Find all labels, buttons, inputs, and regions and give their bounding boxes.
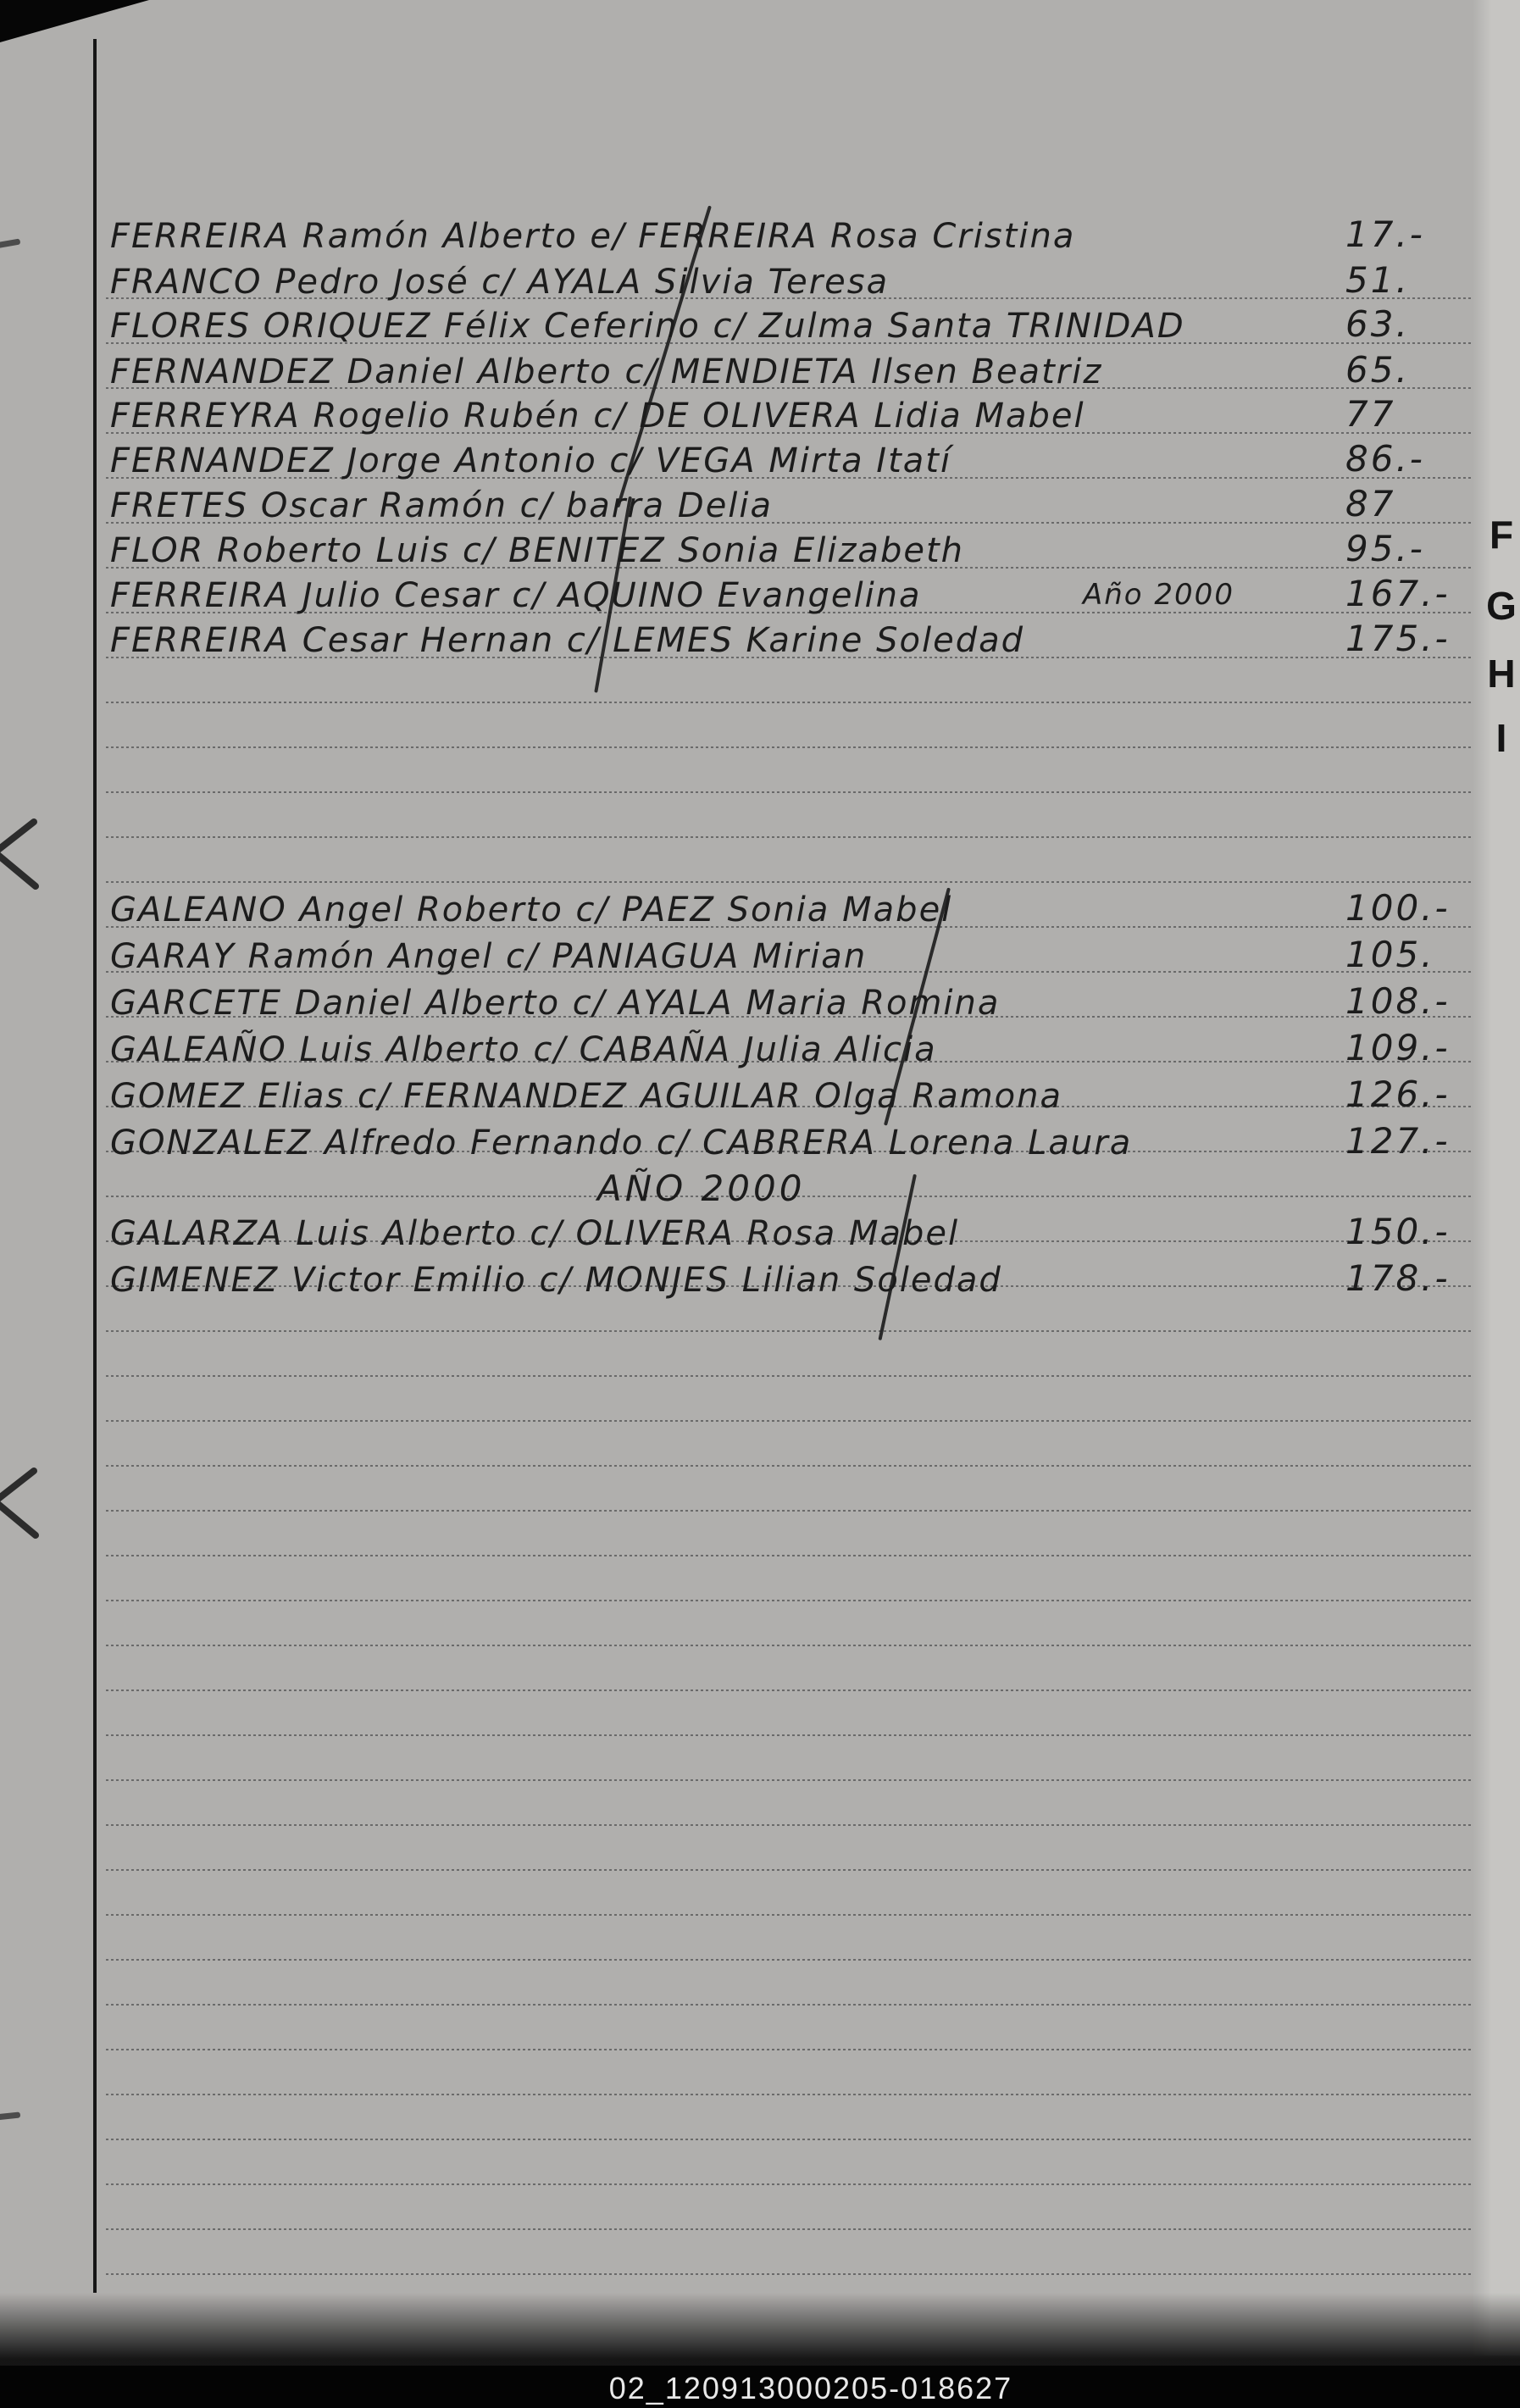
party-names: FERREYRA Rogelio Rubén c/ DE OLIVERA Lid… [110,397,1085,436]
year-heading: AÑO 2000 [597,1168,806,1209]
page-number: 109.- [1345,1027,1451,1068]
party-names: GALEAÑO Luis Alberto c/ CABAÑA Julia Ali… [110,1030,937,1069]
index-entry: FERNANDEZ Jorge Antonio c/ VEGA Mirta It… [110,438,1466,489]
page-number: 95.- [1345,528,1425,569]
page-bottom-shadow [0,2293,1520,2371]
caption-bar [0,2366,1520,2408]
under-page-edge [1473,0,1520,2355]
index-entry: GONZALEZ Alfredo Fernando c/ CABRERA Lor… [110,1120,1466,1171]
party-names: FERNANDEZ Daniel Alberto c/ MENDIETA Ils… [110,352,1103,391]
ruled-lines [103,254,1473,2296]
index-tab-letter-g: G [1486,584,1517,628]
year-annotation: Año 2000 [1083,578,1234,612]
party-names: FRETES Oscar Ramón c/ barra Delia [110,486,774,525]
index-entry: FLOR Roberto Luis c/ BENITEZ Sonia Eliza… [110,528,1466,579]
party-names: GARCETE Daniel Alberto c/ AYALA Maria Ro… [110,984,1001,1023]
party-names: FERREIRA Ramón Alberto e/ FERREIRA Rosa … [110,217,1076,256]
party-names: FRANCO Pedro José c/ AYALA Silvia Teresa [110,263,890,302]
page-number: 17.- [1345,214,1425,255]
party-names: GALEANO Angel Roberto c/ PAEZ Sonia Mabe… [110,891,953,929]
index-entry: GALEAÑO Luis Alberto c/ CABAÑA Julia Ali… [110,1027,1466,1078]
index-entry: GARCETE Daniel Alberto c/ AYALA Maria Ro… [110,980,1466,1031]
party-names: FERREIRA Julio Cesar c/ AQUINO Evangelin… [110,576,922,615]
party-names: GONZALEZ Alfredo Fernando c/ CABRERA Lor… [110,1124,1133,1162]
page-number: 105. [1345,934,1435,975]
index-entry: GIMENEZ Victor Emilio c/ MONJES Lilian S… [110,1257,1466,1308]
index-entry: FERREIRA Cesar Hernan c/ LEMES Karine So… [110,618,1466,669]
page-number: 167.- [1345,573,1451,614]
margin-rule-line [93,39,97,2293]
page-number: 65. [1345,349,1410,391]
scan-reference-caption: 02_120913000205-018627 [608,2371,1013,2405]
page-number: 175.- [1345,618,1451,659]
page-number: 150.- [1345,1211,1451,1252]
page-number: 100.- [1345,887,1451,929]
page-number: 87 [1345,483,1396,524]
index-tab-letter-h: H [1487,652,1516,696]
index-entry: GOMEZ Elias c/ FERNANDEZ AGUILAR Olga Ra… [110,1074,1466,1124]
party-names: FLOR Roberto Luis c/ BENITEZ Sonia Eliza… [110,531,964,570]
page-number: 178.- [1345,1257,1451,1299]
party-names: GOMEZ Elias c/ FERNANDEZ AGUILAR Olga Ra… [110,1077,1063,1116]
index-entry: GALEANO Angel Roberto c/ PAEZ Sonia Mabe… [110,887,1466,938]
index-entry: GARAY Ramón Angel c/ PANIAGUA Mirian 105. [110,934,1466,985]
index-entry: FLORES ORIQUEZ Félix Ceferino c/ Zulma S… [110,303,1466,354]
page-number: 108.- [1345,980,1451,1022]
party-names: FLORES ORIQUEZ Félix Ceferino c/ Zulma S… [110,307,1185,346]
page-number: 77 [1345,393,1396,435]
index-tab-letter-f: F [1489,513,1514,557]
page-number: 63. [1345,303,1410,345]
index-entry: FERREYRA Rogelio Rubén c/ DE OLIVERA Lid… [110,393,1466,444]
margin-check-mark [0,817,41,893]
index-tab-letter-i: I [1495,716,1507,760]
party-names: GALARZA Luis Alberto c/ OLIVERA Rosa Mab… [110,1214,960,1253]
index-entry: FERNANDEZ Daniel Alberto c/ MENDIETA Ils… [110,349,1466,400]
index-entry: FERREIRA Ramón Alberto e/ FERREIRA Rosa … [110,214,1466,264]
margin-check-mark [0,1466,41,1542]
page-number: 126.- [1345,1074,1451,1115]
page-number: 51. [1345,259,1410,301]
party-names: GARAY Ramón Angel c/ PANIAGUA Mirian [110,937,868,976]
party-names: FERREIRA Cesar Hernan c/ LEMES Karine So… [110,621,1024,660]
party-names: FERNANDEZ Jorge Antonio c/ VEGA Mirta It… [110,441,952,480]
party-names: GIMENEZ Victor Emilio c/ MONJES Lilian S… [110,1261,1002,1300]
index-entry: FRETES Oscar Ramón c/ barra Delia 87 [110,483,1466,534]
index-entry: FRANCO Pedro José c/ AYALA Silvia Teresa… [110,259,1466,310]
page-number: 86.- [1345,438,1425,480]
index-entry: GALARZA Luis Alberto c/ OLIVERA Rosa Mab… [110,1211,1466,1262]
index-entry: FERREIRA Julio Cesar c/ AQUINO Evangelin… [110,573,1466,624]
page-number: 127.- [1345,1120,1451,1162]
